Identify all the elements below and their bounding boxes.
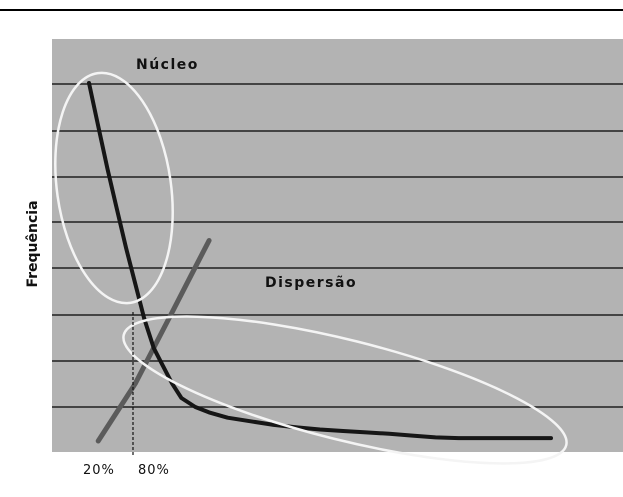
core-label: Núcleo xyxy=(136,57,199,73)
x-tick-label-20: 20% xyxy=(83,463,115,478)
gridlines xyxy=(52,83,623,408)
ellipse-layer xyxy=(54,71,568,465)
y-axis-label: Frequência xyxy=(25,200,41,287)
core-ellipse xyxy=(54,71,174,305)
dispersion-ellipse xyxy=(122,315,568,465)
x-tick-label-80: 80% xyxy=(138,463,170,478)
dispersion-label: Dispersão xyxy=(265,275,357,291)
series-line-main xyxy=(87,81,553,441)
plot-background xyxy=(52,39,623,452)
